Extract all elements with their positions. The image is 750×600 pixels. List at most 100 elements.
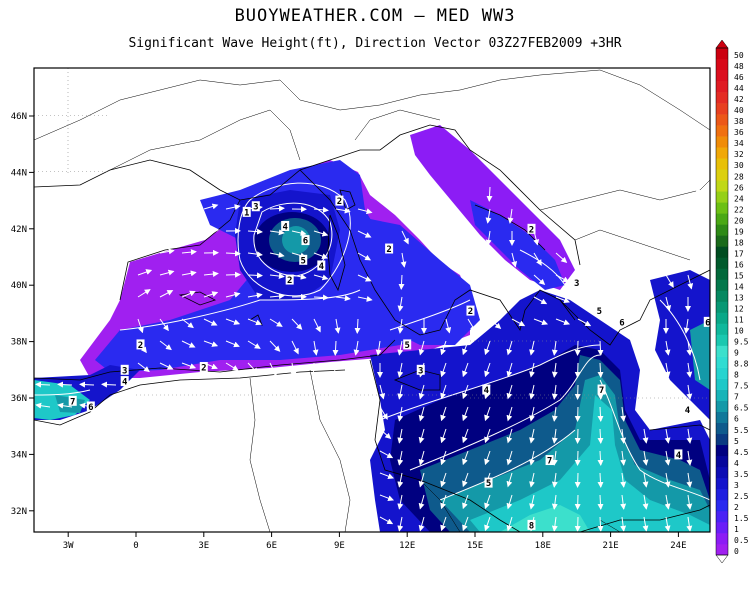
direction-arrow <box>357 252 372 261</box>
direction-arrow <box>35 402 51 409</box>
direction-arrow <box>269 205 285 212</box>
direction-arrow <box>551 494 558 510</box>
direction-arrow <box>440 406 447 422</box>
colorbar-label: 15 <box>734 271 744 280</box>
direction-arrow <box>555 296 571 304</box>
contour-label-box <box>595 305 604 316</box>
contour-label: 3 <box>253 203 258 213</box>
colorbar-swatch <box>716 92 728 104</box>
colorbar-swatch <box>716 147 728 159</box>
direction-arrow <box>440 516 447 532</box>
colorbar-label: 18 <box>734 238 744 247</box>
direction-arrow <box>418 472 425 488</box>
colorbar-swatch <box>716 356 728 368</box>
direction-arrow <box>203 291 219 298</box>
direction-arrow <box>489 318 502 330</box>
direction-arrow <box>686 494 693 510</box>
direction-arrow <box>418 516 425 532</box>
contour-label-box <box>120 364 129 375</box>
contour-label-box <box>299 254 308 265</box>
contour-label-box <box>120 376 129 387</box>
direction-arrow <box>597 428 604 444</box>
aegean-sea-waves <box>650 270 710 420</box>
direction-arrow <box>485 208 492 224</box>
contour-label-box <box>251 201 260 212</box>
contour-label: 6 <box>88 403 93 413</box>
direction-arrow <box>379 494 395 502</box>
direction-arrow <box>506 428 513 444</box>
direction-arrow <box>506 340 513 356</box>
colorbar-swatch <box>716 180 728 192</box>
colorbar-swatch <box>716 466 728 479</box>
direction-arrow <box>225 204 241 211</box>
direction-arrow <box>555 274 570 283</box>
direction-arrow <box>101 381 117 388</box>
colorbar-swatch <box>716 455 728 468</box>
colorbar-swatch <box>716 224 728 236</box>
contour-label: 2 <box>287 276 292 286</box>
colorbar-top-arrow <box>715 39 729 49</box>
direction-arrow <box>642 516 649 532</box>
direction-arrow <box>577 318 592 327</box>
contour-label: 2 <box>468 307 473 317</box>
contour-label: 5 <box>597 307 602 317</box>
direction-arrow <box>313 206 329 213</box>
direction-arrow <box>357 208 373 215</box>
contour-label-box <box>301 235 310 246</box>
longitude-axis: 3W 0 3E 6E 9E 12E 15E 18E 21E 24E <box>63 532 687 551</box>
direction-arrow <box>331 362 338 378</box>
colorbar-swatch <box>716 389 728 401</box>
colorbar-swatch <box>716 246 728 258</box>
lat-label: 36N <box>11 394 27 404</box>
direction-arrow <box>291 318 303 330</box>
colorbar-label: 13 <box>734 294 744 303</box>
contour-label-box <box>683 404 692 415</box>
colorbar-swatch <box>716 202 728 214</box>
colorbar-label: 7 <box>734 393 739 402</box>
colorbar-label: 14 <box>734 282 744 291</box>
direction-arrow <box>35 381 51 388</box>
lat-label: 38N <box>11 338 27 348</box>
direction-arrow <box>181 270 197 277</box>
direction-arrow <box>225 340 240 348</box>
direction-arrow <box>664 384 671 400</box>
direction-arrow <box>400 252 407 268</box>
direction-arrow <box>665 296 672 312</box>
direction-arrow <box>440 472 447 488</box>
central-med-6ft <box>440 375 710 532</box>
direction-arrow <box>529 428 535 444</box>
direction-arrow <box>551 450 558 466</box>
direction-arrow <box>357 274 372 282</box>
direction-arrow <box>484 450 491 466</box>
direction-arrow <box>551 340 558 356</box>
direction-arrow <box>313 252 329 259</box>
direction-arrow <box>159 318 169 332</box>
contour-label-box <box>617 316 626 327</box>
lon-label: 0 <box>133 541 138 551</box>
direction-arrow <box>597 406 604 422</box>
direction-arrow <box>577 274 593 282</box>
direction-arrow <box>159 362 174 370</box>
contour-label: 2 <box>337 197 342 207</box>
colorbar-frame <box>715 47 729 556</box>
direction-arrow <box>551 428 558 444</box>
colorbar-swatch <box>716 103 728 115</box>
direction-arrow <box>79 381 95 388</box>
direction-arrow <box>247 362 259 374</box>
colorbar-swatch <box>716 191 728 203</box>
coastlines <box>34 124 710 532</box>
direction-arrow <box>551 516 558 532</box>
colorbar-swatch <box>716 422 728 435</box>
contour-label: 6 <box>705 318 710 328</box>
direction-arrow <box>269 229 285 236</box>
direction-arrow <box>687 208 702 217</box>
direction-arrow <box>551 406 558 422</box>
direction-arrow <box>397 516 404 532</box>
direction-arrow <box>159 202 174 210</box>
colorbar-label: 46 <box>734 73 744 82</box>
adriatic-sea-moderate <box>470 200 565 290</box>
direction-arrow <box>665 186 681 194</box>
colorbar-swatch <box>716 136 728 148</box>
contour-label: 2 <box>138 341 143 351</box>
